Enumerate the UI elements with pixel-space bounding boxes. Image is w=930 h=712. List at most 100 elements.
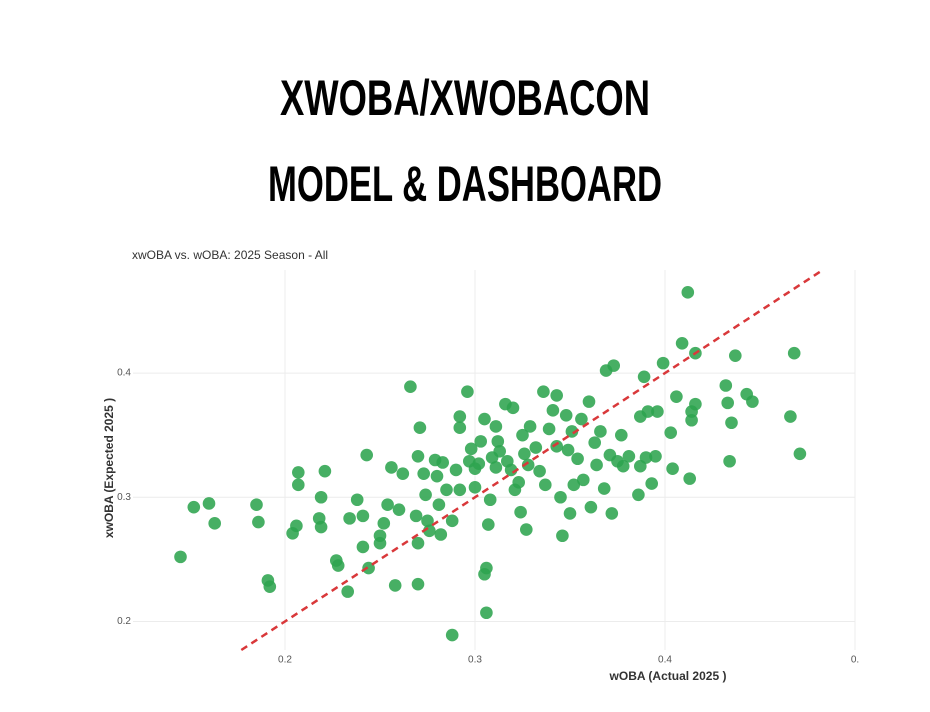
point (523, 420, 537, 433)
point (341, 585, 355, 598)
point (639, 451, 653, 464)
point (793, 447, 807, 461)
point (664, 426, 677, 439)
point (550, 440, 563, 453)
point (641, 405, 655, 418)
point (506, 401, 520, 415)
point (208, 517, 221, 530)
point (493, 445, 507, 458)
point (607, 359, 620, 372)
point (478, 412, 491, 426)
point (411, 449, 425, 463)
point (343, 512, 356, 525)
point (533, 464, 546, 478)
point (434, 528, 448, 541)
point (453, 410, 467, 423)
point (491, 435, 505, 448)
point (421, 514, 434, 528)
point (516, 428, 529, 442)
y-axis-title: xwOBA (Expected 2025 ) (102, 398, 116, 538)
point (512, 476, 525, 489)
plot (174, 268, 824, 652)
point (187, 500, 201, 514)
point (656, 356, 670, 370)
x-tick-label: 0. (851, 655, 859, 666)
point (356, 540, 370, 554)
point (409, 509, 423, 523)
point (392, 503, 406, 516)
x-tick-label: 0.2 (278, 655, 292, 666)
point (314, 490, 328, 504)
point (554, 490, 567, 504)
point (388, 579, 402, 592)
point (373, 536, 387, 550)
point (582, 395, 596, 408)
point (561, 443, 575, 457)
point (689, 397, 702, 411)
point (616, 459, 630, 473)
reference-line (240, 268, 824, 652)
point (445, 628, 459, 642)
y-tick-label: 0.2 (117, 616, 131, 627)
point (575, 412, 588, 426)
point (645, 477, 658, 490)
point (314, 520, 328, 534)
point (432, 498, 446, 512)
point (480, 561, 493, 575)
point (404, 380, 417, 394)
point (670, 390, 683, 403)
point (362, 561, 375, 575)
point (622, 449, 636, 463)
point (518, 447, 531, 461)
point (615, 428, 628, 442)
point (385, 461, 398, 474)
point (514, 505, 527, 519)
point (721, 396, 734, 410)
x-tick-label: 0.3 (468, 655, 482, 666)
point (377, 517, 391, 530)
point (590, 458, 603, 472)
point (417, 467, 431, 480)
point (411, 577, 425, 591)
point (445, 514, 459, 528)
point (681, 286, 695, 299)
point (563, 507, 577, 520)
point (685, 413, 698, 427)
point (252, 515, 265, 529)
point (174, 550, 187, 564)
x-tick-label: 0.4 (658, 655, 672, 666)
point (356, 509, 370, 523)
point (350, 493, 364, 507)
point (411, 536, 425, 550)
point (318, 464, 332, 478)
point (419, 488, 432, 502)
point (584, 500, 598, 514)
point (430, 469, 444, 483)
point (594, 425, 607, 438)
y-tick-label: 0.4 (117, 368, 131, 379)
point (468, 481, 482, 494)
point (588, 436, 601, 449)
point (472, 457, 486, 471)
point (202, 497, 216, 510)
point (542, 422, 556, 436)
point (719, 379, 733, 392)
point (290, 519, 303, 533)
point (637, 370, 651, 384)
point (489, 420, 503, 433)
point (597, 482, 611, 495)
point (666, 462, 679, 475)
point (474, 435, 488, 448)
x-axis-title: wOBA (Actual 2025 ) (609, 669, 727, 683)
point (461, 385, 474, 398)
point (556, 529, 569, 543)
point (746, 395, 759, 408)
point (480, 606, 493, 620)
page-title: XWOBA/XWOBACON (280, 70, 650, 126)
point (565, 425, 579, 438)
point (571, 452, 584, 466)
point (440, 483, 453, 497)
point (360, 448, 374, 462)
point (436, 456, 450, 469)
